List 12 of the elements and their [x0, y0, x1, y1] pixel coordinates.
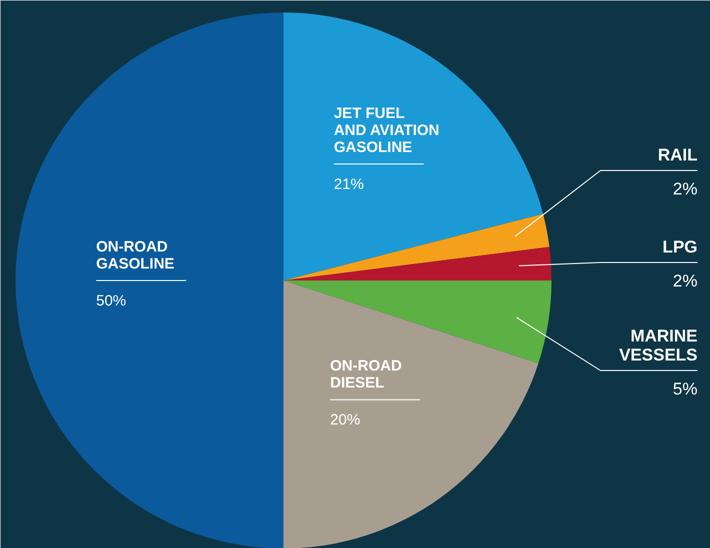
slice-label: ON-ROAD DIESEL — [330, 358, 402, 392]
slice-label: JET FUEL AND AVIATION GASOLINE — [334, 105, 440, 156]
slice-label: MARINE VESSELS — [619, 326, 698, 364]
slice-label: LPG — [662, 238, 698, 256]
data-label: 50% — [96, 292, 126, 310]
data-label: 5% — [672, 380, 698, 398]
data-label: 2% — [672, 180, 698, 198]
slice-label: ON-ROAD GASOLINE — [96, 238, 174, 272]
data-label: 21% — [334, 176, 364, 194]
slice-label: RAIL — [658, 146, 698, 164]
data-label: 20% — [330, 412, 360, 429]
data-label: 2% — [672, 272, 698, 290]
